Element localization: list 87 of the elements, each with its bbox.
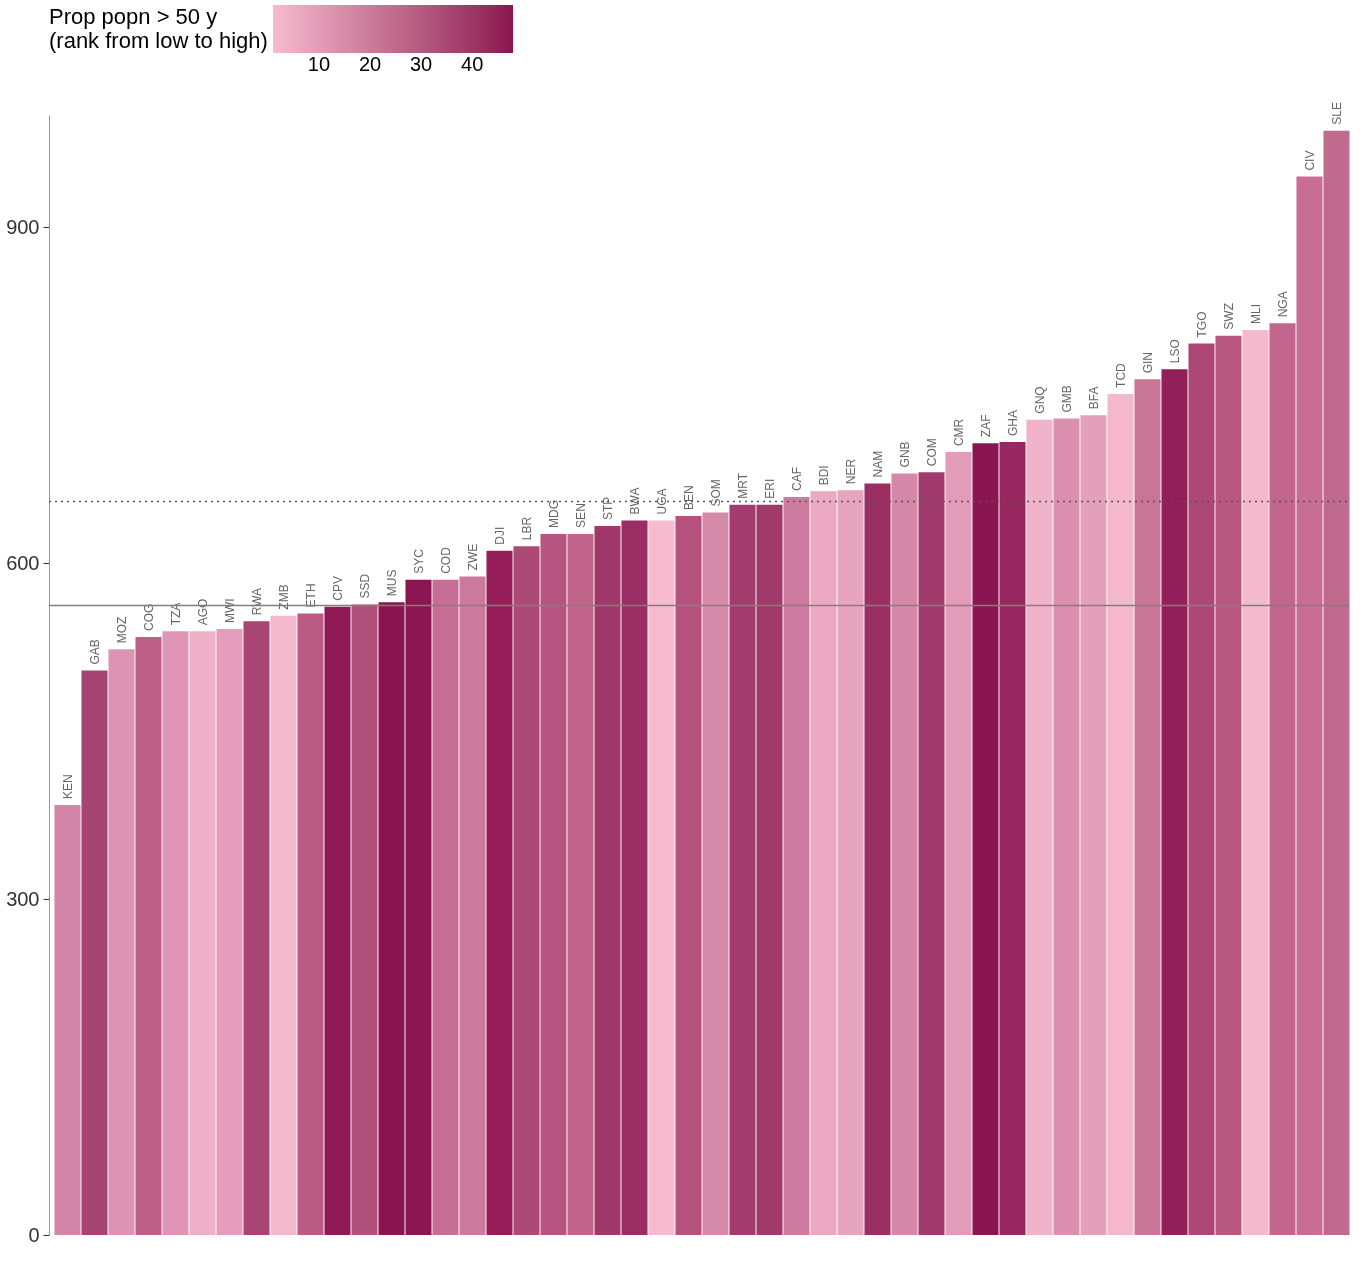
bar [297, 613, 324, 1235]
bar [1134, 379, 1161, 1235]
x-tick-label: CMR [951, 418, 966, 447]
bar [972, 443, 999, 1235]
x-tick-label: SYC [411, 548, 426, 574]
x-tick-label: NGA [1275, 291, 1290, 318]
x-tick-label: TCD [1113, 362, 1128, 388]
x-tick-label: DJI [492, 526, 507, 545]
x-tick-label: SEN [573, 503, 588, 528]
x-tick-label: KEN [60, 774, 75, 799]
bar [108, 649, 135, 1235]
x-tick-label: BWA [627, 487, 642, 515]
x-tick-label: SOM [708, 479, 723, 507]
x-tick-label: SWZ [1221, 302, 1236, 330]
bar [216, 629, 243, 1235]
y-tick-label: 600 [6, 551, 40, 574]
bar [648, 520, 675, 1235]
y-tick-label: 0 [28, 1223, 40, 1246]
x-tick-label: CIV [1302, 150, 1317, 171]
bar [189, 631, 216, 1235]
x-tick-label: STP [600, 496, 615, 521]
bar [1242, 330, 1269, 1235]
x-tick-label: LSO [1167, 339, 1182, 364]
bar [891, 473, 918, 1235]
x-tick-label: MDG [546, 499, 561, 528]
x-tick-label: NER [843, 458, 858, 485]
bar [675, 515, 702, 1235]
x-tick-label: UGA [654, 488, 669, 515]
color-bar-label: 40 [461, 53, 484, 75]
bar [567, 533, 594, 1235]
x-tick-label: AGO [195, 598, 210, 626]
x-tick-label: BEN [681, 485, 696, 510]
bar [486, 550, 513, 1235]
bar [351, 604, 378, 1235]
x-tick-label: GMB [1059, 385, 1074, 413]
x-tick-label: GNQ [1032, 386, 1047, 414]
bar [1053, 418, 1080, 1235]
x-tick-label: GNB [897, 441, 912, 468]
y-tick-label: 300 [6, 887, 40, 910]
x-tick-label: TGO [1194, 311, 1209, 338]
bar [783, 496, 810, 1235]
bar [1161, 369, 1188, 1235]
x-tick-label: MLI [1248, 304, 1263, 325]
bar [135, 636, 162, 1235]
x-tick-label: MWI [222, 598, 237, 624]
bar [945, 452, 972, 1235]
bar [918, 472, 945, 1235]
bar [1026, 419, 1053, 1235]
x-tick-label: ZAF [978, 414, 993, 438]
x-tick-label: COD [438, 546, 453, 574]
x-tick-label: ZMB [276, 584, 291, 610]
x-tick-label: COM [924, 438, 939, 467]
bar [1080, 415, 1107, 1235]
bar [324, 606, 351, 1235]
x-tick-label: LBR [519, 516, 534, 541]
x-tick-label: GIN [1140, 351, 1155, 374]
x-tick-label: CPV [330, 575, 345, 601]
bar [999, 442, 1026, 1235]
bar [1107, 393, 1134, 1235]
x-tick-label: MUS [384, 569, 399, 597]
color-bar-label: 10 [307, 53, 331, 75]
x-tick-label: ERI [762, 478, 777, 499]
color-bar-title: Prop popn > 50 y (rank from low to high) [49, 4, 268, 53]
x-tick-label: NAM [870, 450, 885, 478]
x-tick-label: BDI [816, 465, 831, 486]
x-tick-label: SSD [357, 573, 372, 599]
bar [1215, 335, 1242, 1235]
bar [864, 483, 891, 1235]
x-tick-label: GHA [1005, 410, 1020, 437]
x-tick-label: CAF [789, 466, 804, 491]
bar [162, 631, 189, 1235]
bar [270, 615, 297, 1235]
y-tick-label: 900 [6, 215, 40, 238]
bar [702, 512, 729, 1235]
bar [54, 804, 81, 1235]
bar [81, 670, 108, 1235]
color-bar-label: 30 [409, 53, 433, 75]
bar [1188, 343, 1215, 1235]
x-tick-label: MRT [735, 472, 750, 499]
x-tick-label: BFA [1086, 386, 1101, 410]
x-tick-label: SLE [1329, 101, 1344, 125]
x-tick-label: RWA [249, 587, 264, 616]
x-tick-label: MOZ [114, 616, 129, 644]
bar [243, 621, 270, 1235]
x-tick-label: GAB [87, 639, 102, 665]
color-bar-label: 20 [358, 53, 382, 75]
x-tick-label: ZWE [465, 543, 480, 571]
